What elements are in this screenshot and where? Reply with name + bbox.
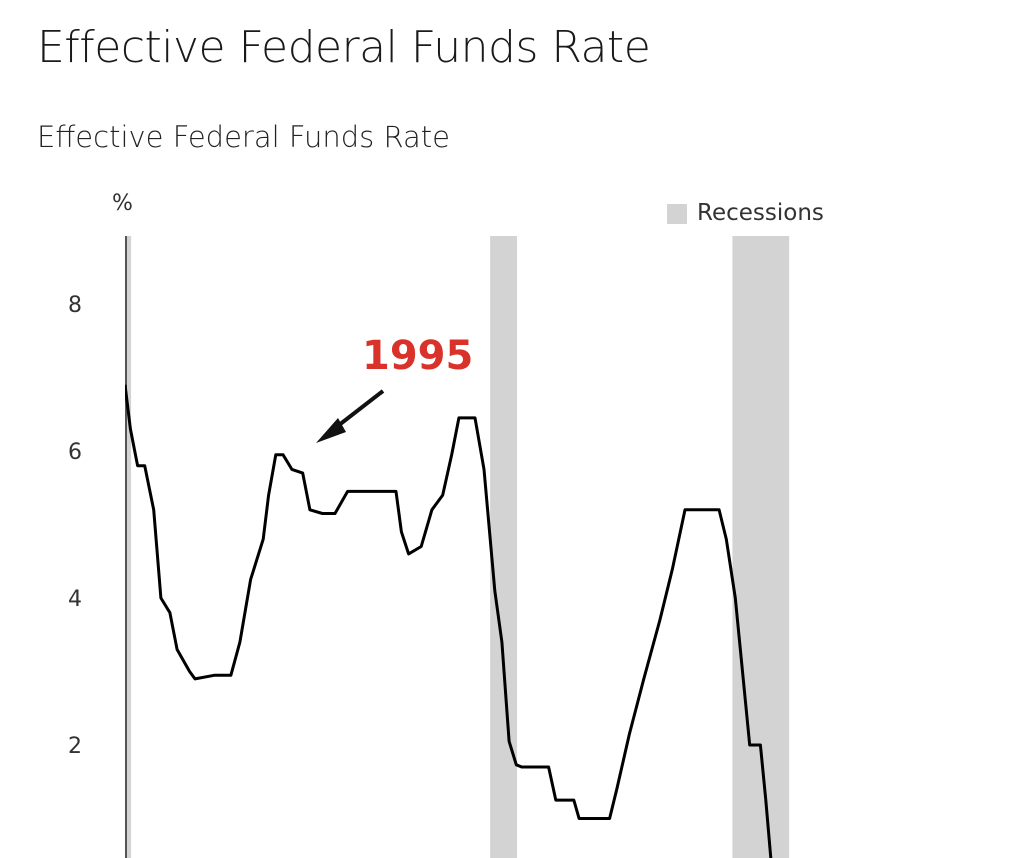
- legend-label-recessions: Recessions: [697, 200, 824, 226]
- page-title: Effective Federal Funds Rate: [37, 22, 651, 73]
- recession-band-0: [125, 236, 132, 858]
- y-tick-label: 4: [68, 587, 82, 612]
- recession-band-1: [490, 236, 518, 858]
- legend: Recessions: [667, 200, 824, 226]
- y-tick-label: 8: [68, 293, 82, 318]
- series-line: [125, 384, 773, 858]
- y-tick-label: 6: [68, 440, 82, 465]
- legend-swatch-recessions: [667, 204, 687, 224]
- annotation-arrow: [316, 389, 385, 443]
- annotation-label: 1995: [362, 333, 473, 379]
- y-axis-unit: %: [112, 191, 133, 216]
- recession-band-2: [732, 236, 790, 858]
- chart-title: Effective Federal Funds Rate: [37, 120, 450, 154]
- y-tick-label: 2: [68, 734, 82, 759]
